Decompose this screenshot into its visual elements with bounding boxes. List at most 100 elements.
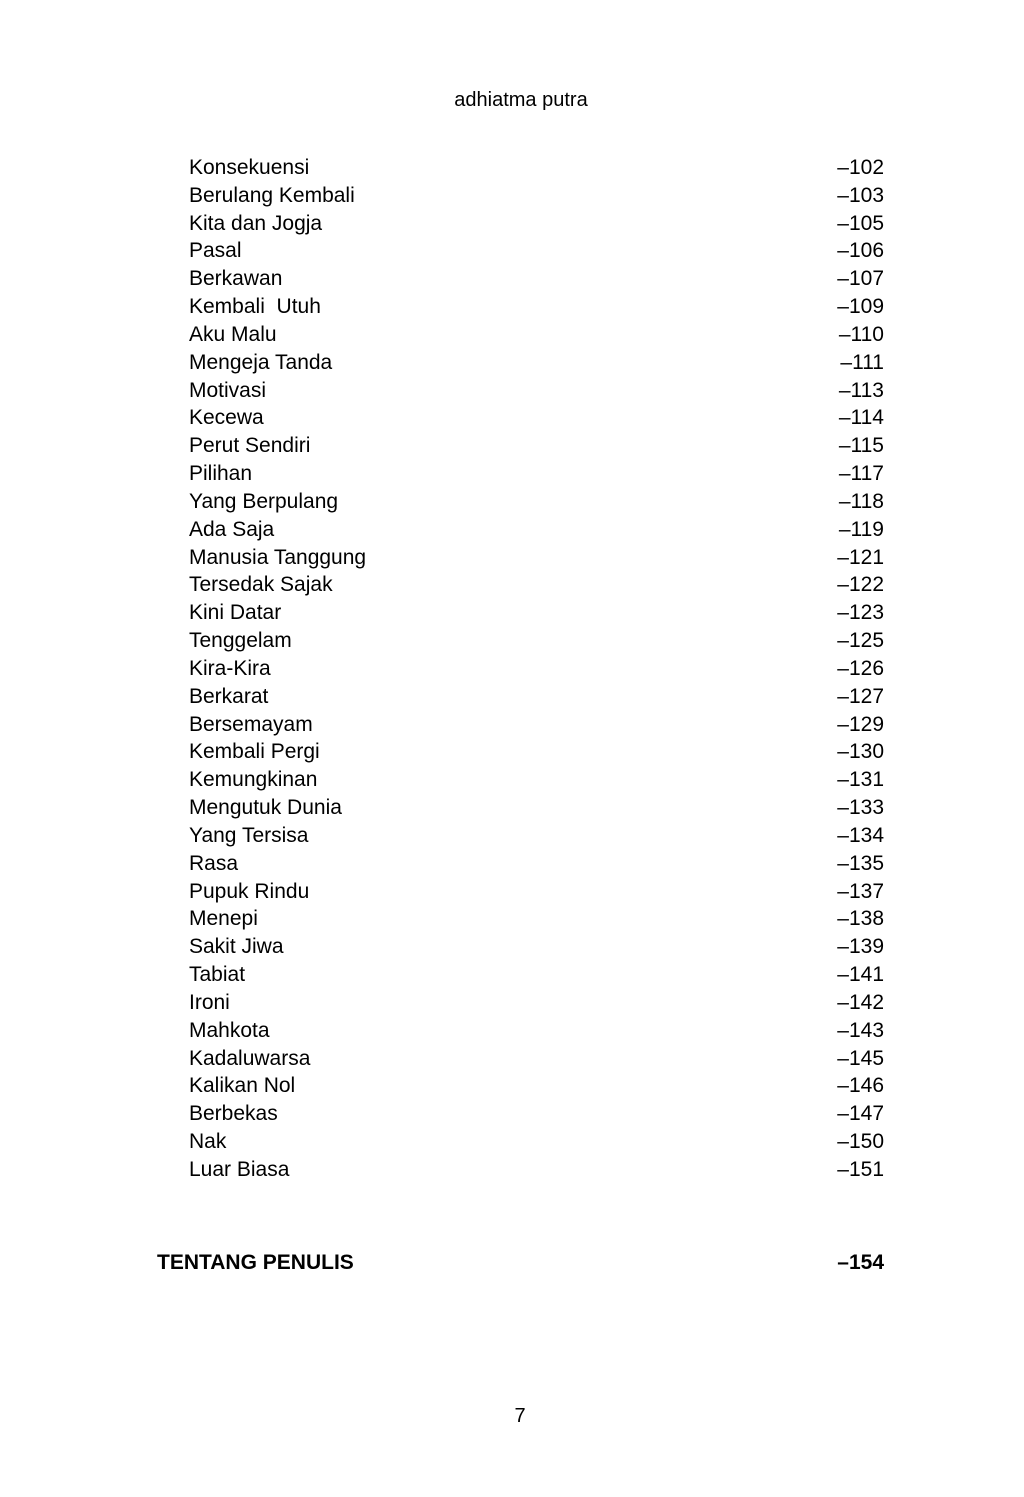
- running-header-author: adhiatma putra: [454, 89, 588, 111]
- toc-entry-title: Pilihan: [189, 462, 253, 486]
- toc-entry-title: Mengeja Tanda: [189, 350, 333, 374]
- toc-entry-page-number: –118: [838, 489, 884, 513]
- toc-entry-title: Konsekuensi: [189, 156, 310, 179]
- toc-section-row: TENTANG PENULIS –154: [157, 1249, 884, 1277]
- toc-entry-title: Rasa: [189, 851, 239, 875]
- toc-row: Kembali Utuh –109: [189, 293, 884, 321]
- toc-entry-page-number: –105: [837, 211, 884, 235]
- toc-row: Pupuk Rindu –137: [189, 878, 884, 906]
- toc-row: Berulang Kembali –103: [189, 182, 884, 210]
- toc-entry-title: Ada Saja: [189, 517, 275, 541]
- toc-entry-page-number: –110: [838, 322, 884, 346]
- toc-entry-page-number: –126: [837, 656, 884, 680]
- toc-row: Kemungkinan –131: [189, 766, 884, 794]
- toc-entry-title: Kalikan Nol: [189, 1074, 296, 1098]
- toc-entry-page-number: –151: [837, 1157, 884, 1181]
- toc-row: Bersemayam –129: [189, 711, 884, 739]
- toc-entry-title: Pupuk Rindu: [189, 879, 310, 903]
- toc-row: Yang Berpulang –118: [189, 488, 884, 516]
- toc-row: Ada Saja –119: [189, 516, 884, 544]
- toc-entry-page-number: –143: [837, 1018, 884, 1042]
- toc-row: Kembali Pergi –130: [189, 738, 884, 766]
- toc-row: Kecewa –114: [189, 404, 884, 432]
- toc-entry-title: Mahkota: [189, 1018, 270, 1042]
- toc-row: Berbekas –147: [189, 1100, 884, 1128]
- toc-entry-page-number: –107: [837, 267, 884, 291]
- toc-entry-page-number: –134: [837, 823, 884, 847]
- toc-entry-page-number: –114: [838, 406, 884, 430]
- toc-entry-title: Bersemayam: [189, 712, 313, 736]
- toc-row: Menepi –138: [189, 905, 884, 933]
- toc-entry-page-number: –130: [837, 740, 884, 764]
- toc-entry-title: Kadaluwarsa: [189, 1046, 311, 1070]
- toc-entry-title: Ironi: [189, 990, 230, 1014]
- toc-entry-page-number: –150: [837, 1129, 884, 1153]
- toc-entry-page-number: –135: [837, 851, 884, 875]
- toc-entry-title: Pasal: [189, 239, 242, 263]
- toc-entry-title: Motivasi: [189, 378, 267, 402]
- toc-row: Kadaluwarsa –145: [189, 1045, 884, 1073]
- toc-row: Tenggelam –125: [189, 627, 884, 655]
- toc-row: Mahkota –143: [189, 1017, 884, 1045]
- toc-entry-title: Tenggelam: [189, 629, 292, 653]
- toc-entry-page-number: –103: [837, 183, 884, 207]
- toc-entry-title: Sakit Jiwa: [189, 935, 284, 959]
- toc-row: Kira-Kira –126: [189, 655, 884, 683]
- toc-entry-page-number: –121: [837, 545, 884, 569]
- toc-row: Mengutuk Dunia –133: [189, 794, 884, 822]
- toc-entry-page-number: –117: [838, 462, 884, 486]
- toc-entry-page-number: –122: [837, 573, 884, 597]
- toc-entry-title: Mengutuk Dunia: [189, 796, 342, 820]
- toc-entry-page-number: –119: [838, 517, 884, 541]
- toc-entry-page-number: –123: [837, 601, 884, 625]
- toc-list: Konsekuensi –102 Berulang Kembali –103 K…: [189, 154, 884, 1184]
- toc-entry-title: Yang Berpulang: [189, 489, 339, 513]
- toc-entry-title: Kembali Pergi: [189, 740, 320, 764]
- toc-entry-page-number: –106: [837, 239, 884, 263]
- toc-entry-title: Menepi: [189, 907, 258, 931]
- toc-row: Mengeja Tanda –111: [189, 349, 884, 377]
- toc-entry-page-number: –111: [840, 350, 884, 374]
- toc-section-page-number: –154: [837, 1251, 884, 1274]
- toc-entry-title: Berkarat: [189, 684, 269, 708]
- toc-entry-title: Yang Tersisa: [189, 823, 309, 847]
- toc-entry-page-number: –115: [838, 434, 884, 458]
- toc-row: Pasal –106: [189, 237, 884, 265]
- toc-entry-title: Kemungkinan: [189, 768, 318, 792]
- toc-entry-page-number: –133: [837, 796, 884, 820]
- toc-row: Tersedak Sajak –122: [189, 571, 884, 599]
- toc-row: Motivasi –113: [189, 377, 884, 405]
- toc-entry-page-number: –147: [837, 1102, 884, 1126]
- toc-entry-title: Luar Biasa: [189, 1157, 290, 1181]
- toc-entry-title: Kecewa: [189, 406, 264, 430]
- toc-entry-page-number: –131: [837, 768, 884, 792]
- toc-entry-title: Manusia Tanggung: [189, 545, 367, 569]
- toc-entry-page-number: –109: [837, 295, 884, 319]
- toc-row: Kalikan Nol –146: [189, 1072, 884, 1100]
- toc-entry-page-number: –129: [837, 712, 884, 736]
- toc-entry-page-number: –145: [837, 1046, 884, 1070]
- toc-entry-page-number: –137: [837, 879, 884, 903]
- toc-row: Manusia Tanggung –121: [189, 544, 884, 572]
- toc-entry-page-number: –138: [837, 907, 884, 931]
- toc-entry-title: Perut Sendiri: [189, 434, 311, 458]
- toc-row: Tabiat –141: [189, 961, 884, 989]
- toc-row: Sakit Jiwa –139: [189, 933, 884, 961]
- toc-row: Kita dan Jogja –105: [189, 210, 884, 238]
- toc-entry-page-number: –125: [837, 629, 884, 653]
- toc-entry-page-number: –141: [837, 963, 884, 987]
- toc-entry-page-number: –102: [837, 156, 884, 179]
- toc-row: Aku Malu –110: [189, 321, 884, 349]
- toc-entry-title: Kembali Utuh: [189, 295, 321, 319]
- toc-entry-page-number: –146: [837, 1074, 884, 1098]
- toc-entry-title: Nak: [189, 1129, 227, 1153]
- toc-row: Rasa –135: [189, 850, 884, 878]
- toc-entry-title: Kini Datar: [189, 601, 282, 625]
- toc-row: Ironi –142: [189, 989, 884, 1017]
- toc-row: Perut Sendiri –115: [189, 432, 884, 460]
- toc-entry-page-number: –142: [837, 990, 884, 1014]
- toc-entry-page-number: –113: [838, 378, 884, 402]
- toc-row: Yang Tersisa –134: [189, 822, 884, 850]
- toc-row: Pilihan –117: [189, 460, 884, 488]
